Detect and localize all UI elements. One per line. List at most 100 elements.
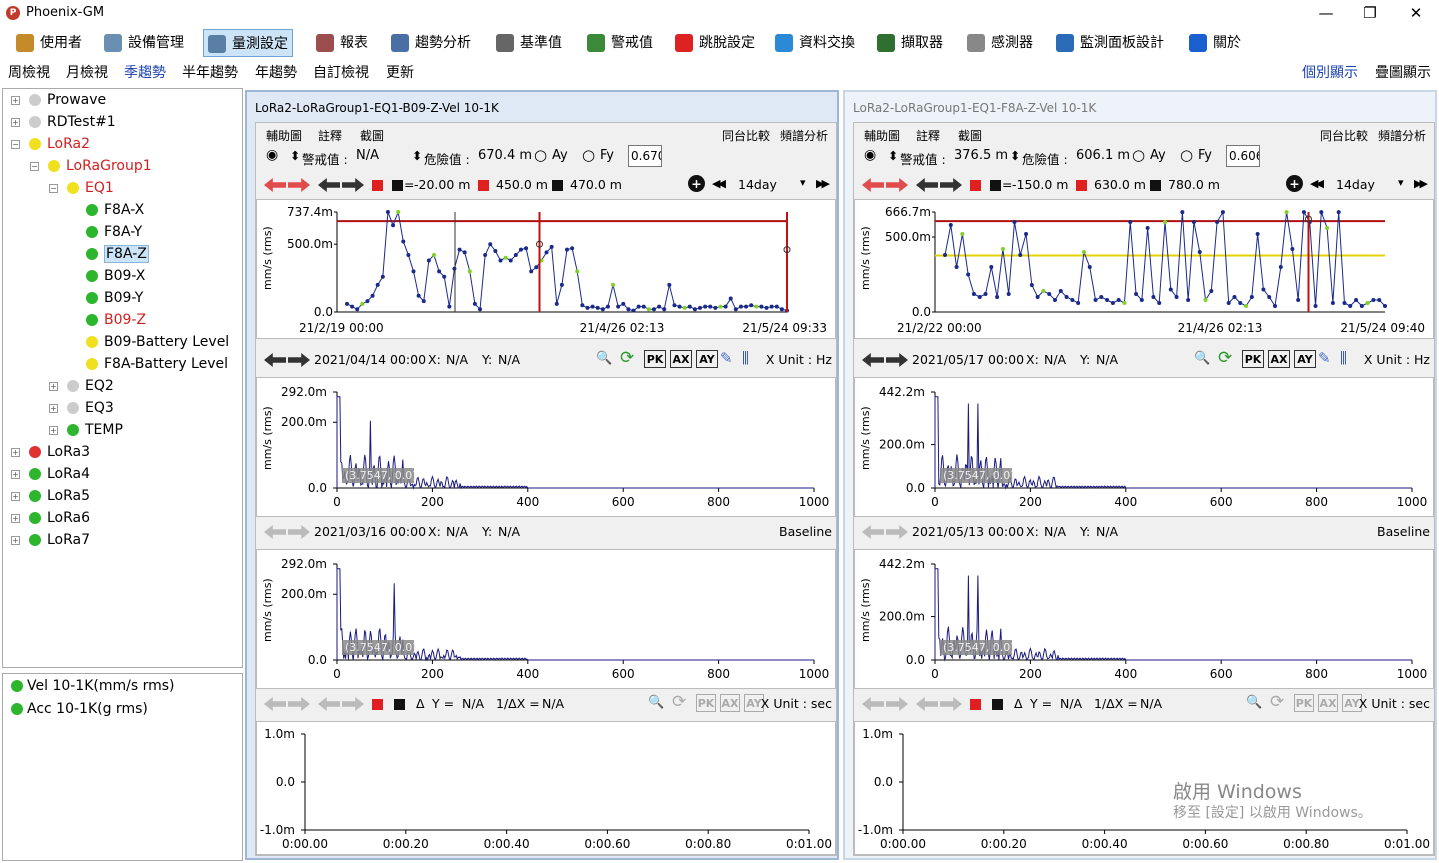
tree-node[interactable]: F8A-X: [86, 199, 144, 221]
menu-info[interactable]: 關於: [1185, 29, 1245, 57]
menu-device[interactable]: 設備管理: [100, 29, 188, 57]
auto-y-icon[interactable]: AY: [1342, 694, 1362, 712]
next-arrow-icon[interactable]: [940, 697, 962, 711]
tree-node[interactable]: B09-Z: [86, 309, 146, 331]
rewind-icon[interactable]: ◀◀: [712, 177, 726, 190]
next-arrow-icon[interactable]: [288, 697, 310, 711]
tree-node[interactable]: RDTest#1: [29, 111, 116, 133]
refresh-icon[interactable]: ⟳: [620, 348, 635, 368]
peak-icon[interactable]: PK: [644, 350, 666, 368]
menu-exchange[interactable]: 資料交換: [771, 29, 859, 57]
next-arrow-icon[interactable]: [886, 353, 908, 367]
menu-acquisition[interactable]: 擷取器: [873, 29, 947, 57]
next-arrow-icon[interactable]: [288, 353, 310, 367]
tree-expander[interactable]: +: [11, 470, 20, 479]
minimize-button[interactable]: —: [1318, 4, 1334, 22]
tree-expander[interactable]: +: [11, 536, 20, 545]
tree-node[interactable]: B09-X: [86, 265, 145, 287]
prev-arrow-icon[interactable]: [264, 525, 286, 539]
prev-red-arrow-icon[interactable]: [862, 178, 884, 192]
tree-node[interactable]: F8A-Z: [86, 243, 149, 265]
tree-node[interactable]: LoRa2: [29, 133, 90, 155]
trend-plot[interactable]: mm/s (rms) 737.4m 500.0m 0.0 21/2/19 00:00 21…: [256, 199, 836, 339]
tree-expander[interactable]: −: [30, 162, 39, 171]
view-tab[interactable]: 年趨勢: [255, 65, 297, 81]
menu-tools[interactable]: 量測設定: [203, 29, 293, 57]
tree-node[interactable]: LoRa6: [29, 507, 90, 529]
menu-panel-design[interactable]: 監測面板設計: [1052, 29, 1168, 57]
refresh-icon[interactable]: ⟳: [672, 692, 687, 712]
aux-chart-button[interactable]: 輔助圖: [864, 129, 901, 143]
tree-node[interactable]: EQ3: [67, 397, 114, 419]
prev-arrow-icon[interactable]: [862, 525, 884, 539]
span-select[interactable]: 14day: [738, 177, 777, 192]
tree-expander[interactable]: −: [11, 140, 20, 149]
aux-chart-button[interactable]: 輔助圖: [266, 129, 303, 143]
overlay-display-link[interactable]: 疊圖顯示: [1375, 65, 1431, 81]
prev-arrow-icon[interactable]: [916, 178, 938, 192]
radio-icon[interactable]: ○: [1180, 146, 1194, 164]
annotation-button[interactable]: 註釋: [318, 129, 343, 143]
ay-option[interactable]: Ay: [1150, 148, 1166, 163]
auto-y-icon[interactable]: AY: [696, 350, 718, 368]
prev-arrow-icon[interactable]: [318, 697, 340, 711]
measure-item[interactable]: Vel 10-1K(mm/s rms): [11, 678, 175, 694]
prev-arrow-icon[interactable]: [862, 353, 884, 367]
chevron-down-icon[interactable]: ▾: [800, 176, 806, 189]
zoom-icon[interactable]: 🔍: [1194, 351, 1211, 366]
prev-arrow-icon[interactable]: [916, 697, 938, 711]
bar-chart-icon[interactable]: ⫼: [1340, 349, 1347, 367]
prev-arrow-icon[interactable]: [264, 353, 286, 367]
view-tab[interactable]: 自訂檢視: [313, 65, 369, 81]
spectrum-button[interactable]: 頻譜分析: [1378, 129, 1427, 143]
auto-x-icon[interactable]: AX: [670, 350, 692, 368]
pen-icon[interactable]: ✎: [720, 349, 733, 367]
next-red-arrow-icon[interactable]: [288, 178, 310, 192]
compare-button[interactable]: 同台比較: [722, 129, 771, 143]
trend-plot[interactable]: mm/s (rms) 666.7m 500.0m 0.0 21/2/22 00:00 21…: [854, 199, 1434, 339]
next-arrow-icon[interactable]: [342, 697, 364, 711]
compare-button[interactable]: 同台比較: [1320, 129, 1369, 143]
tree-node[interactable]: LoRa5: [29, 485, 90, 507]
prev-red-arrow-icon[interactable]: [264, 178, 286, 192]
tree-node[interactable]: Prowave: [29, 89, 106, 111]
pen-icon[interactable]: ✎: [1318, 349, 1331, 367]
auto-y-icon[interactable]: AY: [744, 694, 764, 712]
prev-arrow-icon[interactable]: [264, 697, 286, 711]
fy-option[interactable]: Fy: [600, 148, 614, 163]
tree-node[interactable]: LoRaGroup1: [48, 155, 152, 177]
tree-node[interactable]: F8A-Y: [86, 221, 142, 243]
chevron-down-icon[interactable]: ▾: [1398, 176, 1404, 189]
menu-baseline[interactable]: 基準值: [492, 29, 566, 57]
ay-option[interactable]: Ay: [552, 148, 568, 163]
view-tab[interactable]: 季趨勢: [124, 65, 166, 81]
next-arrow-icon[interactable]: [886, 697, 908, 711]
tree-node[interactable]: EQ2: [67, 375, 114, 397]
spectrum-plot[interactable]: mm/s (rms) 292.0m 200.0m 0.0 0 200 400 600 800 10…: [256, 549, 836, 689]
auto-x-icon[interactable]: AX: [720, 694, 740, 712]
waveform-plot[interactable]: 1.0m 0.0 -1.0m 0:00.00 0:00.20 0:00.40 0:00.60…: [256, 721, 836, 855]
refresh-icon[interactable]: ⟳: [1218, 348, 1233, 368]
tree-node[interactable]: LoRa4: [29, 463, 90, 485]
view-tab[interactable]: 半年趨勢: [182, 65, 238, 81]
zoom-icon[interactable]: 🔍: [648, 695, 665, 710]
auto-x-icon[interactable]: AX: [1268, 350, 1290, 368]
peak-icon[interactable]: PK: [1294, 694, 1314, 712]
radio-icon[interactable]: ○: [582, 146, 596, 164]
next-arrow-icon[interactable]: [342, 178, 364, 192]
menu-report[interactable]: 報表: [312, 29, 372, 57]
threshold-input[interactable]: 0.606: [1226, 145, 1260, 167]
tree-expander[interactable]: +: [11, 96, 20, 105]
tree-node[interactable]: LoRa3: [29, 441, 90, 463]
tree-expander[interactable]: −: [49, 184, 58, 193]
threshold-input[interactable]: 0.670: [628, 145, 662, 167]
tree-expander[interactable]: +: [11, 118, 20, 127]
peak-icon[interactable]: PK: [1242, 350, 1264, 368]
menu-trend[interactable]: 趨勢分析: [387, 29, 475, 57]
rewind-icon[interactable]: ◀◀: [1310, 177, 1324, 190]
fy-option[interactable]: Fy: [1198, 148, 1212, 163]
capture-button[interactable]: 截圖: [360, 129, 385, 143]
prev-arrow-icon[interactable]: [862, 697, 884, 711]
tree-node[interactable]: F8A-Battery Level: [86, 353, 228, 375]
add-circle-icon[interactable]: +: [688, 175, 705, 192]
